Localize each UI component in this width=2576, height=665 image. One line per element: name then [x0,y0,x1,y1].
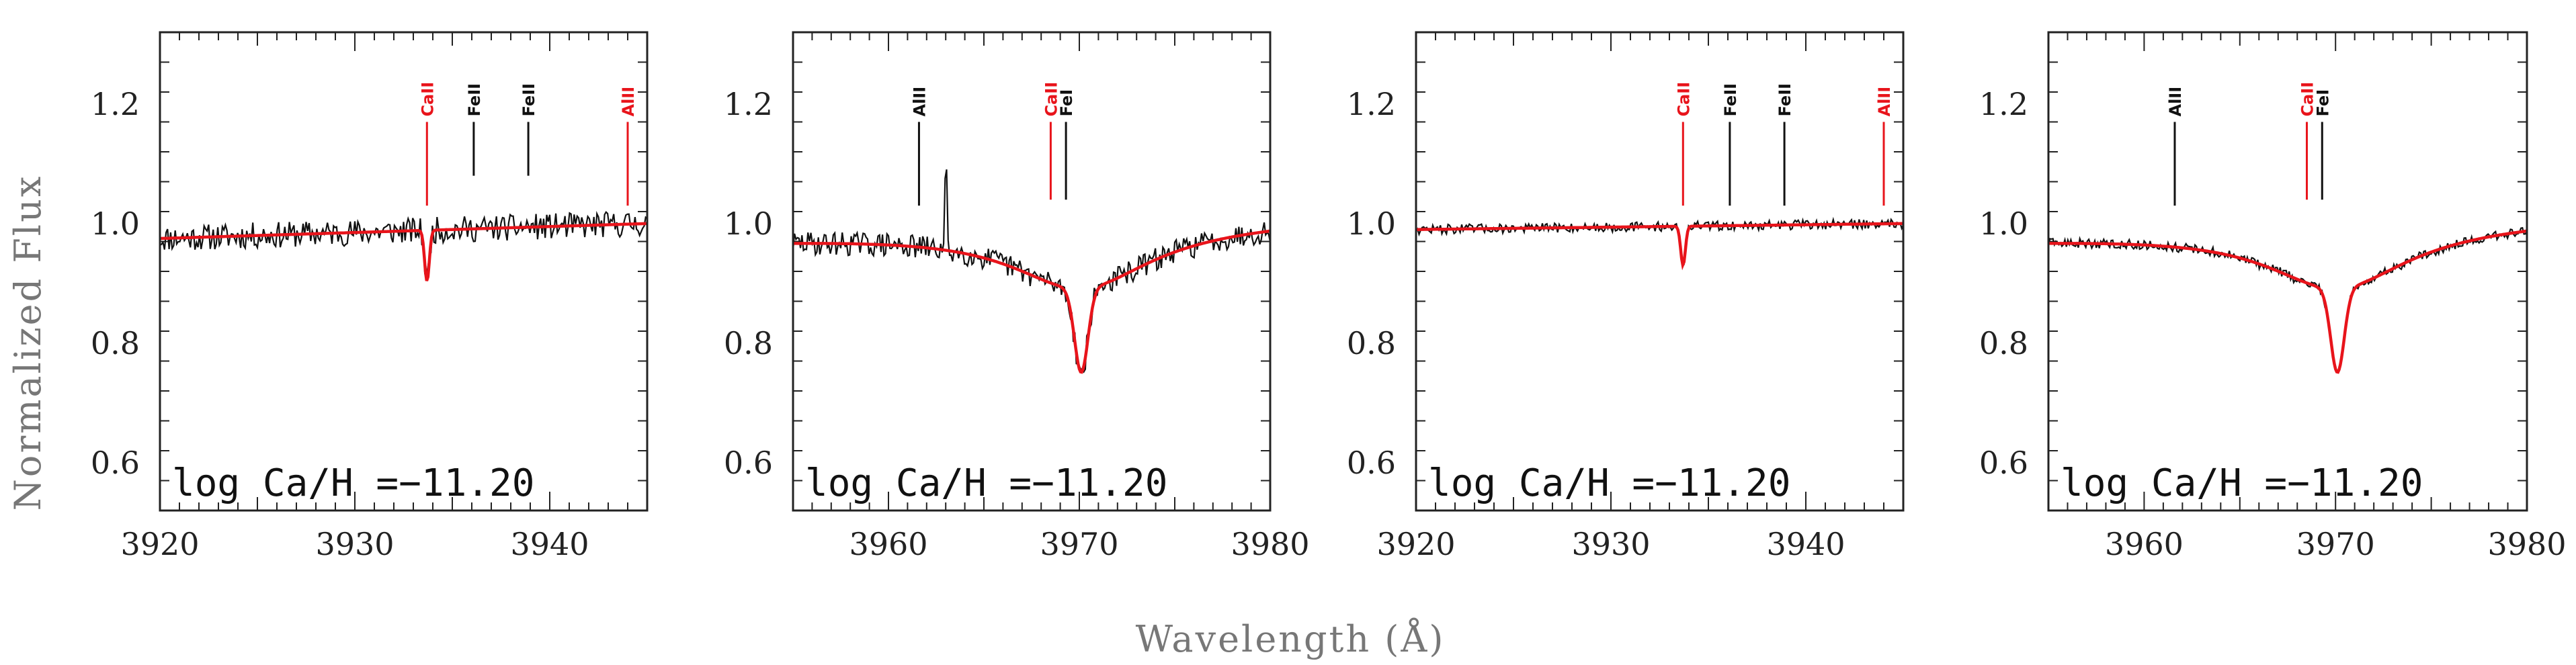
x-tick-label: 3970 [1040,526,1118,562]
y-tick-label: 0.6 [1979,445,2028,481]
y-tick-label: 0.6 [91,445,140,481]
panel-frame [792,31,1272,512]
panel-1: 3920 3930 3940 0.6 0.8 1.0 1.2 CaII FeII FeII AlII… [91,31,649,562]
x-tick-label: 3980 [1231,526,1309,562]
y-tick-label: 0.6 [1347,445,1396,481]
y-tick-label: 0.8 [724,325,773,361]
x-axis-label: Wavelength (Å) [1136,617,1446,660]
abundance-annotation: log Ca/H =−11.20 [1428,461,1790,505]
x-tick-label: 3960 [2105,526,2184,562]
line-marker-label: FeII [1721,83,1740,117]
panel-3: 3920 3930 3940 0.6 0.8 1.0 1.2 CaII FeII FeII AlII… [1347,31,1905,562]
line-marker-label: CaII [1674,82,1693,117]
observed-spectrum [1416,216,1903,266]
panel-frame [159,31,649,512]
line-marker-label: FeII [520,83,538,117]
x-tick-label: 3970 [2296,526,2375,562]
line-marker-label: CaII [2298,82,2317,117]
y-tick-label: 1.0 [1979,206,2028,242]
model-spectrum [160,222,647,281]
model-spectrum [793,229,1270,374]
model-spectrum [1416,222,1903,271]
x-tick-label: 3960 [849,526,927,562]
line-marker-label: FeII [1776,83,1794,117]
line-marker-label: FeII [465,83,484,117]
y-tick-label: 1.0 [724,206,773,242]
line-marker-label: CaII [1042,82,1061,117]
x-tick-label: 3930 [315,526,394,562]
y-tick-label: 1.0 [91,206,140,242]
abundance-annotation: log Ca/H =−11.20 [805,461,1167,505]
line-marker-label: AlII [1875,87,1894,117]
y-tick-label: 0.8 [1347,325,1396,361]
y-tick-label: 1.2 [91,86,140,122]
line-marker-label: FeI [1057,89,1076,117]
panel-frame [2047,31,2528,512]
y-tick-label: 0.6 [724,445,773,481]
x-tick-label: 3920 [1376,526,1455,562]
line-marker-label: AlII [619,87,638,117]
abundance-annotation: log Ca/H =−11.20 [2061,461,2423,505]
x-tick-label: 3940 [1766,526,1845,562]
line-marker-label: FeI [2313,89,2332,117]
line-marker-label: CaII [418,82,437,117]
model-spectrum [2048,229,2527,374]
observed-spectrum [793,169,1270,373]
y-tick-label: 1.2 [724,86,773,122]
y-tick-label: 1.2 [1979,86,2028,122]
panels-group: 3920 3930 3940 0.6 0.8 1.0 1.2 CaII FeII FeII AlII… [91,31,2567,562]
line-marker-label: AlII [2166,87,2185,117]
y-axis-label: Normalized Flux [7,175,49,511]
abundance-annotation: log Ca/H =−11.20 [172,461,534,505]
panel-frame [1415,31,1905,512]
y-tick-label: 1.2 [1347,86,1396,122]
y-tick-label: 1.0 [1347,206,1396,242]
line-marker-label: AlII [910,87,929,117]
x-tick-label: 3940 [510,526,589,562]
x-tick-label: 3920 [120,526,199,562]
x-tick-label: 3980 [2487,526,2566,562]
y-tick-label: 0.8 [91,325,140,361]
observed-spectrum [2048,226,2527,372]
y-tick-label: 0.8 [1979,325,2028,361]
x-tick-label: 3930 [1571,526,1650,562]
observed-spectrum [160,210,647,278]
